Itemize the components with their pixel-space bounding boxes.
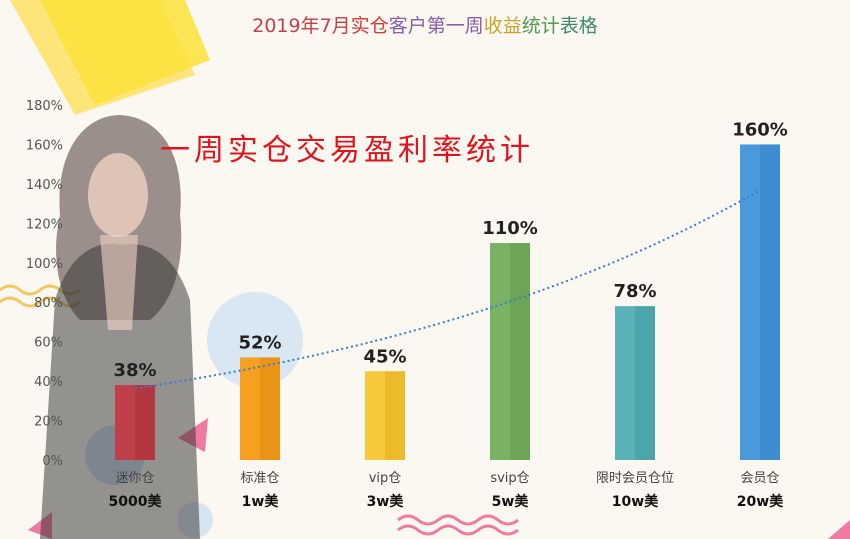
title-part-5: 表格: [560, 15, 598, 37]
y-tick-label: 140%: [26, 178, 63, 193]
category-label: svip仓: [490, 471, 529, 486]
bar-shade: [135, 385, 155, 460]
y-axis: 0% 20% 40% 60% 80% 100% 120% 140% 160% 180%: [26, 99, 63, 469]
decor-pink-wave-2: [397, 524, 519, 536]
bar-shade: [635, 306, 655, 460]
category-label: 会员仓: [740, 471, 779, 486]
bar-3: [490, 243, 530, 460]
bar-0: [115, 385, 155, 460]
title-part-0: 2019年7月: [252, 15, 350, 37]
category-label: 迷你仓: [115, 471, 154, 486]
bar-4: [615, 306, 655, 460]
bar-1: [240, 357, 280, 460]
trendline: [134, 189, 761, 390]
category-labels: 迷你仓 5000美 标准仓 1w美 vip仓 3w美 svip仓 5w美 限时会员仓位 10w美 会…: [109, 471, 785, 510]
y-tick-label: 60%: [34, 336, 63, 351]
category-amount: 1w美: [242, 493, 280, 510]
bar-shade: [760, 144, 780, 460]
person-neck: [100, 235, 138, 330]
bar-shade: [260, 357, 280, 460]
decor-yellow-square-front: [40, 0, 210, 105]
category-amount: 5000美: [109, 493, 163, 510]
chart-subtitle: 一周实仓交易盈利率统计: [160, 133, 534, 168]
title-part-1: 实仓: [351, 15, 389, 37]
bar-shade: [510, 243, 530, 460]
y-tick-label: 100%: [26, 257, 63, 272]
value-label: 45%: [363, 346, 406, 367]
person-face: [88, 153, 148, 237]
category-label: 限时会员仓位: [596, 471, 674, 486]
category-label: 标准仓: [240, 471, 279, 486]
bar-2: [365, 371, 405, 460]
y-tick-label: 40%: [34, 375, 63, 390]
data-labels: 38% 52% 45% 110% 78% 160%: [113, 119, 787, 381]
bars: [115, 144, 780, 460]
y-tick-label: 0%: [42, 454, 63, 469]
category-amount: 10w美: [612, 493, 659, 510]
category-amount: 20w美: [737, 493, 784, 510]
value-label: 110%: [482, 218, 538, 239]
category-amount: 5w美: [492, 493, 530, 510]
title-part-2: 客户第一周: [389, 15, 484, 37]
title-part-3: 收益: [484, 15, 522, 37]
y-tick-label: 80%: [34, 296, 63, 311]
chart-title: 2019年7月实仓客户第一周收益统计表格: [252, 15, 598, 37]
decor-pink-triangle-corner: [828, 520, 850, 539]
y-tick-label: 180%: [26, 99, 63, 114]
value-label: 160%: [732, 119, 788, 140]
value-label: 52%: [238, 332, 281, 353]
bar-shade: [385, 371, 405, 460]
y-tick-label: 160%: [26, 138, 63, 153]
value-label: 38%: [113, 360, 156, 381]
category-amount: 3w美: [367, 493, 405, 510]
title-part-4: 统计: [522, 15, 560, 37]
category-label: vip仓: [369, 471, 402, 486]
bar-5: [740, 144, 780, 460]
value-label: 78%: [613, 281, 656, 302]
y-tick-label: 120%: [26, 217, 63, 232]
decor-pink-wave: [397, 514, 519, 526]
y-tick-label: 20%: [34, 415, 63, 430]
